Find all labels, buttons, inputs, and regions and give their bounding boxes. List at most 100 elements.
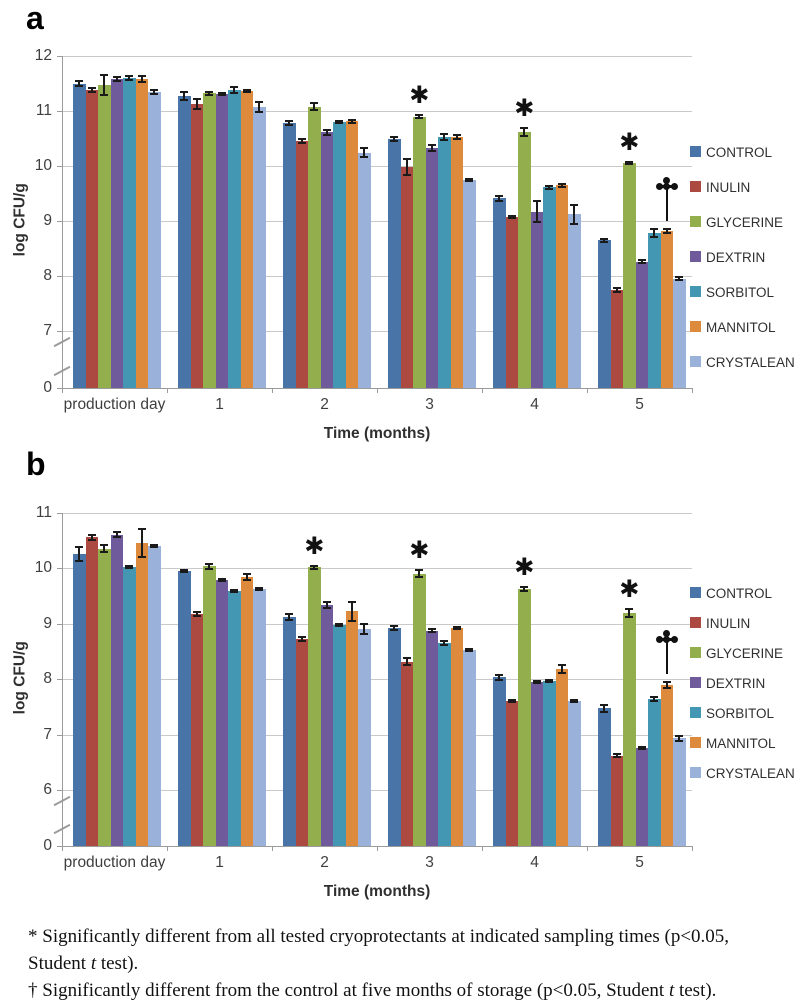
error-bar-line	[560, 664, 563, 674]
footnote-text: † Significantly different from the contr…	[28, 979, 669, 1000]
error-bar-cap	[675, 279, 684, 282]
error-bar-line	[338, 120, 341, 124]
chart-panels: a 12 11 10 9 8 7 0 ✱ ✱ ✱ production day 1 2 3 4 5 Time (m…	[11, 0, 795, 899]
legend-label-mannitol: MANNITOL	[706, 736, 776, 751]
error-bar-cap	[465, 650, 474, 653]
error-bar-line	[678, 277, 681, 281]
error-bar-cap	[112, 80, 121, 83]
bar-a-mannitol-2	[345, 121, 358, 388]
error-bar-cap	[335, 624, 344, 627]
error-bar-cap	[545, 185, 554, 188]
x-tick-label: 2	[320, 396, 329, 413]
bar-a-crystalean-3	[463, 179, 476, 388]
error-bar-cap	[125, 567, 134, 569]
error-bar-cap	[125, 564, 134, 567]
error-bar-line	[560, 183, 563, 187]
error-bar-line	[300, 139, 303, 144]
error-bar-cap	[230, 590, 239, 593]
error-bar-cap	[217, 578, 226, 581]
dagger-part	[665, 632, 668, 675]
error-bar-cap	[297, 639, 306, 642]
error-bar-line	[653, 229, 656, 237]
error-bar-cap	[452, 628, 461, 631]
error-bar-cap	[625, 615, 634, 618]
bar-a-inulin-production-day	[85, 90, 98, 388]
error-bar-cap	[465, 648, 474, 651]
error-bar-line	[350, 120, 353, 123]
error-bar-cap	[322, 606, 331, 609]
bar-b-inulin-3	[400, 661, 413, 846]
legend-label-glycerine: GLYCERINE	[706, 215, 784, 230]
error-bar-line	[653, 697, 656, 701]
legend-swatch-inulin	[690, 617, 701, 628]
error-bar-line	[615, 754, 618, 757]
error-bar-line	[418, 569, 421, 578]
error-bar-cap	[612, 755, 621, 758]
error-bar-cap	[87, 534, 96, 537]
error-bar-line	[220, 92, 223, 96]
legend-swatch-sorbitol	[690, 286, 701, 297]
error-bar-cap	[440, 132, 449, 135]
error-bar-cap	[150, 88, 159, 91]
legend-label-control: CONTROL	[706, 145, 773, 160]
x-tick-label: 3	[425, 396, 434, 413]
x-axis-tick	[692, 846, 693, 851]
error-bar-line	[628, 609, 631, 617]
dagger-part	[670, 636, 678, 644]
significance-asterisk: ✱	[514, 553, 535, 582]
bar-b-dextrin-3	[425, 630, 438, 846]
error-bar-cap	[217, 91, 226, 94]
error-bar-cap	[285, 120, 294, 123]
x-axis-tick	[272, 846, 273, 851]
error-bar-cap	[150, 545, 159, 548]
bar-b-mannitol-1	[240, 576, 253, 846]
error-bar-cap	[662, 227, 671, 230]
error-bar-line	[140, 529, 143, 557]
error-bar-cap	[600, 704, 609, 707]
significance-asterisk: ✱	[619, 127, 640, 156]
error-bar-cap	[637, 745, 646, 748]
error-bar-line	[313, 102, 316, 111]
legend-swatch-crystalean	[690, 767, 701, 778]
y-tick-label: 6	[43, 781, 52, 798]
error-bar-cap	[242, 573, 251, 576]
error-bar-cap	[100, 543, 109, 546]
error-bar-cap	[612, 286, 621, 289]
error-bar-line	[430, 145, 433, 151]
y-axis-tick	[57, 568, 62, 569]
bar-a-mannitol-production-day	[135, 79, 148, 388]
y-tick-label: 12	[34, 47, 52, 64]
y-axis-title: log CFU/g	[11, 183, 29, 257]
legend-swatch-sorbitol	[690, 707, 701, 718]
error-bar-cap	[612, 753, 621, 756]
panel-label-a: a	[26, 0, 44, 36]
y-tick-label: 8	[43, 670, 52, 687]
error-bar-line	[288, 121, 291, 125]
error-bar-cap	[322, 601, 331, 604]
bar-b-dextrin-2	[320, 605, 333, 846]
error-bar-cap	[465, 179, 474, 182]
y-axis-tick	[57, 276, 62, 277]
error-bar-line	[233, 589, 236, 592]
bar-b-crystalean-3	[463, 650, 476, 846]
x-axis-tick	[587, 846, 588, 851]
error-bar-cap	[100, 551, 109, 554]
bar-a-mannitol-4	[555, 185, 568, 388]
error-bar-cap	[452, 134, 461, 137]
error-bar-line	[468, 649, 471, 652]
bar-b-inulin-4	[505, 701, 518, 846]
error-bar-cap	[137, 528, 146, 531]
legend-swatch-dextrin	[690, 251, 701, 262]
bar-b-mannitol-2	[345, 611, 358, 846]
x-tick-label: 5	[635, 396, 644, 413]
error-bar-cap	[600, 237, 609, 240]
y-axis-tick	[57, 388, 62, 389]
y-axis-tick	[57, 790, 62, 791]
x-axis-tick	[62, 846, 63, 851]
y-tick-label: 11	[35, 102, 52, 119]
error-bar-line	[115, 532, 118, 537]
error-bar-line	[195, 99, 198, 110]
error-bar-line	[363, 148, 366, 158]
bar-a-sorbitol-4	[543, 187, 556, 388]
